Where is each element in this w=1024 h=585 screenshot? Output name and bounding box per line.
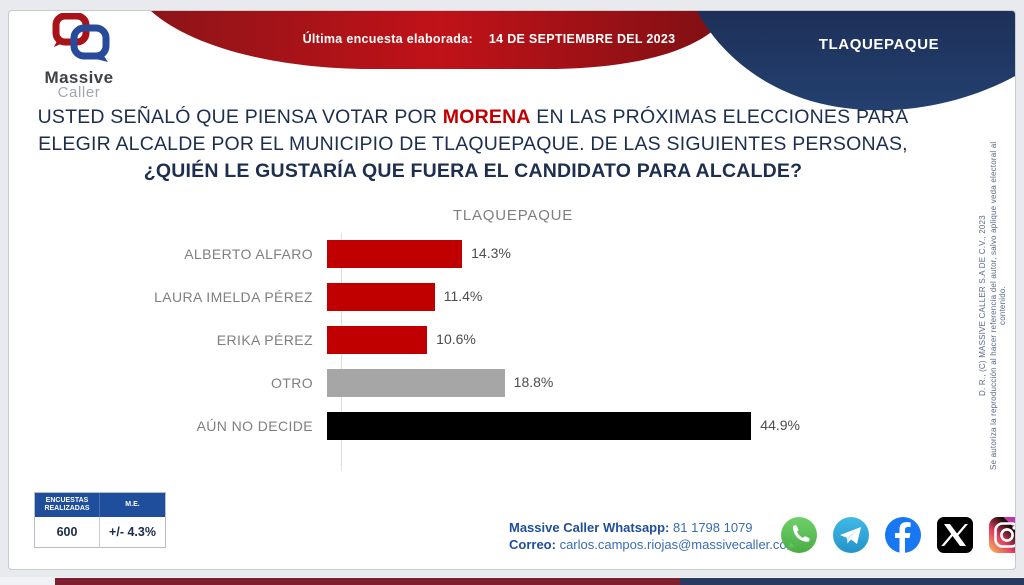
- bar-track: 11.4%: [327, 283, 1015, 311]
- stats-header-surveys: ENCUESTAS REALIZADAS: [35, 493, 100, 517]
- banner-date: 14 DE SEPTIEMBRE DEL 2023: [488, 32, 676, 46]
- massive-caller-logo: Massive Caller: [31, 12, 127, 101]
- bar-value: 10.6%: [436, 331, 476, 347]
- bar-row: AÚN NO DECIDE 44.9%: [9, 412, 1015, 440]
- bar-fill: [327, 326, 428, 354]
- bar-track: 44.9%: [327, 412, 1015, 440]
- region-tab: TLAQUEPAQUE: [818, 36, 940, 53]
- telegram-icon[interactable]: [831, 515, 871, 555]
- email-label: Correo:: [509, 537, 556, 552]
- red-ribbon-shape: [151, 11, 731, 69]
- bar-row: OTRO 18.8%: [9, 369, 1015, 397]
- next-slide-red-segment: [55, 578, 680, 585]
- bar-label: AÚN NO DECIDE: [196, 418, 313, 434]
- header-ribbons: [151, 11, 1015, 111]
- next-slide-edge: [0, 577, 1024, 585]
- bar-label: ERIKA PÉREZ: [216, 332, 313, 348]
- bar-fill: [327, 283, 435, 311]
- question-part3: ¿QUIÉN LE GUSTARÍA QUE FUERA EL CANDIDAT…: [143, 160, 803, 182]
- bar-fill: [327, 240, 463, 268]
- last-poll-banner: Última encuesta elaborada: 14 DE SEPTIEM…: [259, 32, 719, 46]
- x-icon[interactable]: [935, 515, 975, 555]
- logo-text-caller: Caller: [57, 84, 101, 101]
- legal-disclaimer: Se autoriza la reproducción al hacer ref…: [989, 141, 1007, 471]
- social-icons-bar: [779, 515, 1015, 555]
- email-line: Correo: carlos.campos.riojas@massivecall…: [509, 536, 797, 553]
- bar-track: 18.8%: [327, 369, 1015, 397]
- question-highlight-morena: MORENA: [442, 106, 531, 128]
- legal-copyright: D. R., (C) MASSIVE CALLER S.A DE C.V., 2…: [978, 215, 987, 397]
- next-slide-navy-segment: [680, 578, 1024, 585]
- logo-text-massive: Massive: [44, 68, 114, 87]
- logo-bubbles-icon: [52, 12, 110, 62]
- stats-value-me: +/- 4.3%: [109, 525, 156, 539]
- contact-block: Massive Caller Whatsapp: 81 1798 1079 Co…: [509, 519, 797, 553]
- bar-value: 14.3%: [471, 245, 511, 261]
- bar-value: 11.4%: [443, 288, 483, 304]
- whatsapp-number: 81 1798 1079: [673, 520, 753, 535]
- stats-table-values: 600 +/- 4.3%: [35, 517, 165, 547]
- facebook-icon[interactable]: [883, 515, 923, 555]
- bar-track: 14.3%: [327, 240, 1015, 268]
- bar-label: OTRO: [270, 375, 313, 391]
- bar-label: ALBERTO ALFARO: [184, 246, 313, 262]
- question-part2: EN LAS PRÓXIMAS ELECCIONES PARA ELEGIR A…: [38, 106, 909, 155]
- whatsapp-icon[interactable]: [779, 515, 819, 555]
- stats-table: ENCUESTAS REALIZADAS M.E. 600 +/- 4.3%: [34, 492, 166, 548]
- stats-header-me: M.E.: [125, 501, 140, 508]
- bar-track: 10.6%: [327, 326, 1015, 354]
- bar-label: LAURA IMELDA PÉREZ: [154, 289, 313, 305]
- chart-title: TLAQUEPAQUE: [452, 207, 574, 224]
- bar-fill: [327, 369, 505, 397]
- question-part1: USTED SEÑALÓ QUE PIENSA VOTAR POR: [37, 106, 443, 128]
- bar-value: 18.8%: [513, 374, 554, 390]
- banner-label: Última encuesta elaborada:: [302, 32, 473, 46]
- bar-row: ERIKA PÉREZ 10.6%: [9, 326, 1015, 354]
- email-address[interactable]: carlos.campos.riojas@massivecaller.com: [559, 537, 798, 552]
- bar-row: LAURA IMELDA PÉREZ 11.4%: [9, 283, 1015, 311]
- legal-vertical-text: D. R., (C) MASSIVE CALLER S.A DE C.V., 2…: [978, 126, 1007, 486]
- bar-fill: [327, 412, 752, 440]
- poll-question: USTED SEÑALÓ QUE PIENSA VOTAR POR MORENA…: [33, 104, 913, 185]
- bar-value: 44.9%: [760, 417, 800, 433]
- instagram-icon[interactable]: [987, 515, 1015, 555]
- stats-value-surveys: 600: [35, 517, 100, 547]
- slide-card: Massive Caller Última encuesta elaborada…: [8, 10, 1016, 570]
- stats-table-header: ENCUESTAS REALIZADAS M.E.: [35, 493, 165, 517]
- bar-row: ALBERTO ALFARO 14.3%: [9, 240, 1015, 268]
- bar-chart: TLAQUEPAQUE ALBERTO ALFARO 14.3% LAURA I…: [9, 207, 1015, 471]
- navy-ribbon-shape: [697, 11, 1015, 111]
- whatsapp-label: Massive Caller Whatsapp:: [509, 520, 670, 535]
- whatsapp-line: Massive Caller Whatsapp: 81 1798 1079: [509, 519, 797, 536]
